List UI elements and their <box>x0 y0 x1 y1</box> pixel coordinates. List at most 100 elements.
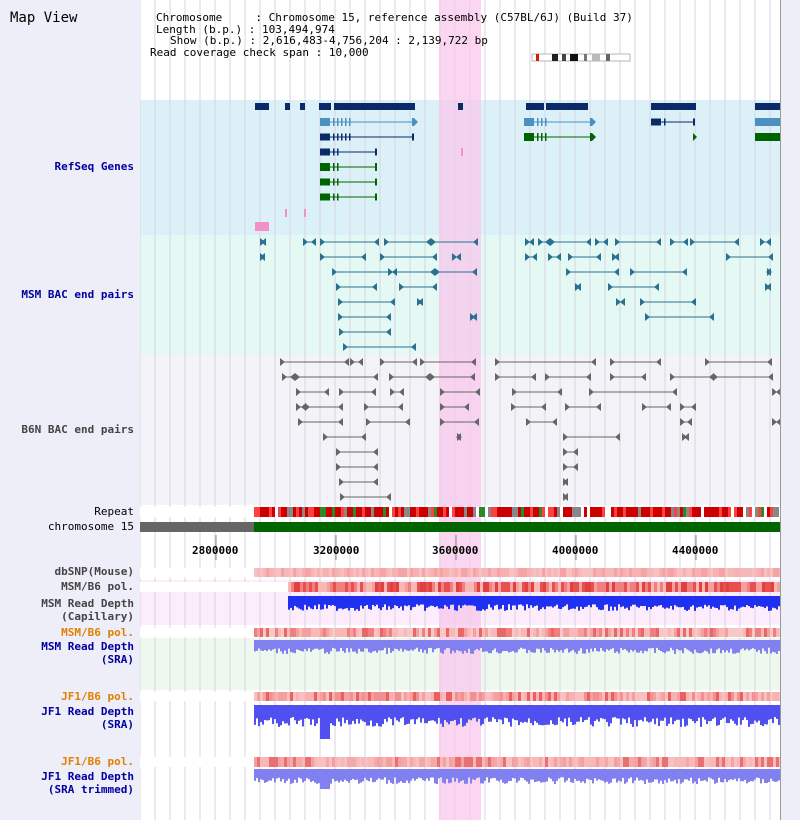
msm-cap-depth-bar <box>666 596 668 608</box>
jf1-trim-depth-bar <box>612 769 614 779</box>
jf1-pol-1-cell <box>755 692 758 701</box>
jf1-sra-depth-bar <box>468 705 470 720</box>
repeat-element <box>296 507 299 517</box>
gene-arrow <box>414 118 418 126</box>
repeat-element <box>434 507 437 517</box>
dbsnp-cell <box>332 568 335 577</box>
msm-cap-depth-bar <box>474 596 476 607</box>
track-label-msm-bac[interactable]: MSM BAC end pairs <box>21 288 134 301</box>
jf1-trim-depth-bar <box>702 769 704 781</box>
jf1-pol-1-cell <box>701 692 704 701</box>
jf1-trim-depth-bar <box>432 769 434 778</box>
repeat-element <box>587 507 590 517</box>
dbsnp-cell <box>356 568 359 577</box>
repeat-element <box>479 507 482 517</box>
msm-sra-depth-bar <box>592 640 594 652</box>
jf1-pol-1-cell <box>290 692 293 701</box>
track-label-dbsnp[interactable]: dbSNP(Mouse) <box>54 565 134 578</box>
bac-end-marker <box>641 373 646 381</box>
jf1-pol-1-cell <box>728 692 731 701</box>
track-label-msm-b6-pol-1[interactable]: MSM/B6 pol. <box>61 580 134 593</box>
repeat-element <box>287 507 290 517</box>
msm-pol-1-cell <box>582 582 585 592</box>
msm-pol-1-cell <box>579 582 582 592</box>
msm-sra-depth-bar <box>346 640 348 649</box>
jf1-sra-depth-bar <box>772 705 774 724</box>
jf1-pol-1-cell <box>368 692 371 701</box>
jf1-pol-2-cell <box>770 757 773 767</box>
jf1-trim-depth-bar <box>680 769 682 784</box>
msm-pol-1-cell <box>546 582 549 592</box>
msm-sra-depth-bar <box>620 640 622 648</box>
jf1-pol-2-cell <box>620 757 623 767</box>
jf1-sra-depth-bar <box>262 705 264 725</box>
genome-map-canvas[interactable] <box>140 0 780 820</box>
track-label-jf1-depth-trim-1[interactable]: JF1 Read Depth <box>41 770 134 783</box>
jf1-trim-depth-bar <box>304 769 306 781</box>
repeat-element <box>401 507 404 517</box>
msm-cap-depth-bar <box>522 596 524 606</box>
msm-sra-depth-bar <box>618 640 620 654</box>
jf1-pol-2-cell <box>575 757 578 767</box>
msm-pol-2-cell <box>506 628 509 637</box>
dbsnp-empty <box>140 568 254 577</box>
msm-sra-depth-bar <box>778 640 780 651</box>
msm-sra-depth-bar <box>586 640 588 650</box>
track-label-refseq[interactable]: RefSeq Genes <box>54 160 134 173</box>
msm-sra-depth-bar <box>454 640 456 653</box>
msm-pol-1-cell <box>717 582 720 592</box>
msm-cap-depth-bar <box>414 596 416 607</box>
gene-block <box>526 103 544 110</box>
track-label-jf1-b6-pol-2[interactable]: JF1/B6 pol. <box>61 755 134 768</box>
track-label-b6n-bac[interactable]: B6N BAC end pairs <box>21 423 134 436</box>
jf1-trim-depth-bar <box>318 769 320 784</box>
track-label-jf1-b6-pol-1[interactable]: JF1/B6 pol. <box>61 690 134 703</box>
jf1-trim-depth-bar <box>636 769 638 778</box>
msm-pol-1-cell <box>771 582 774 592</box>
msm-sra-depth-bar <box>478 640 480 651</box>
msm-cap-depth-bar <box>400 596 402 607</box>
track-label-msm-depth-cap-1[interactable]: MSM Read Depth <box>41 597 134 610</box>
msm-pol-1-cell <box>462 582 465 592</box>
repeat-element <box>467 507 470 517</box>
msm-cap-depth-bar <box>612 596 614 611</box>
jf1-pol-2-cell <box>650 757 653 767</box>
jf1-pol-1-cell <box>374 692 377 701</box>
msm-sra-depth-bar <box>316 640 318 649</box>
dbsnp-cell <box>608 568 611 577</box>
bac-end-marker <box>373 463 378 471</box>
jf1-sra-depth-bar <box>356 705 358 719</box>
msm-sra-depth-bar <box>568 640 570 653</box>
jf1-pol-2-cell <box>713 757 716 767</box>
msm-sra-depth-bar <box>294 640 296 654</box>
gene-exon <box>375 148 377 156</box>
msm-pol-1-cell <box>372 582 375 592</box>
repeat-element <box>671 507 674 517</box>
track-label-jf1-depth-sra-1[interactable]: JF1 Read Depth <box>41 705 134 718</box>
msm-pol-2-cell <box>290 628 293 637</box>
genome-map-area[interactable] <box>140 0 780 820</box>
jf1-pol-1-cell <box>692 692 695 701</box>
jf1-pol-2-cell <box>335 757 338 767</box>
jf1-trim-depth-bar <box>494 769 496 779</box>
track-label-msm-depth-sra-1[interactable]: MSM Read Depth <box>41 640 134 653</box>
dbsnp-cell <box>293 568 296 577</box>
bac-end-marker <box>339 328 344 336</box>
jf1-sra-depth-bar <box>264 705 266 721</box>
dbsnp-cell <box>425 568 428 577</box>
jf1-pol-2-cell <box>446 757 449 767</box>
jf1-trim-depth-bar <box>366 769 368 781</box>
msm-sra-depth-bar <box>768 640 770 648</box>
ideogram-band <box>562 54 566 61</box>
track-label-msm-b6-pol-2[interactable]: MSM/B6 pol. <box>61 626 134 639</box>
msm-cap-depth-bar <box>516 596 518 610</box>
jf1-sra-depth-bar <box>642 705 644 722</box>
msm-cap-depth-bar <box>758 596 760 606</box>
jf1-trim-depth-bar <box>734 769 736 779</box>
bac-end-marker <box>610 358 615 366</box>
msm-pol-2-cell <box>458 628 461 637</box>
msm-pol-1-cell <box>321 582 324 592</box>
jf1-pol-2-cell <box>293 757 296 767</box>
msm-cap-depth-bar <box>756 596 758 607</box>
